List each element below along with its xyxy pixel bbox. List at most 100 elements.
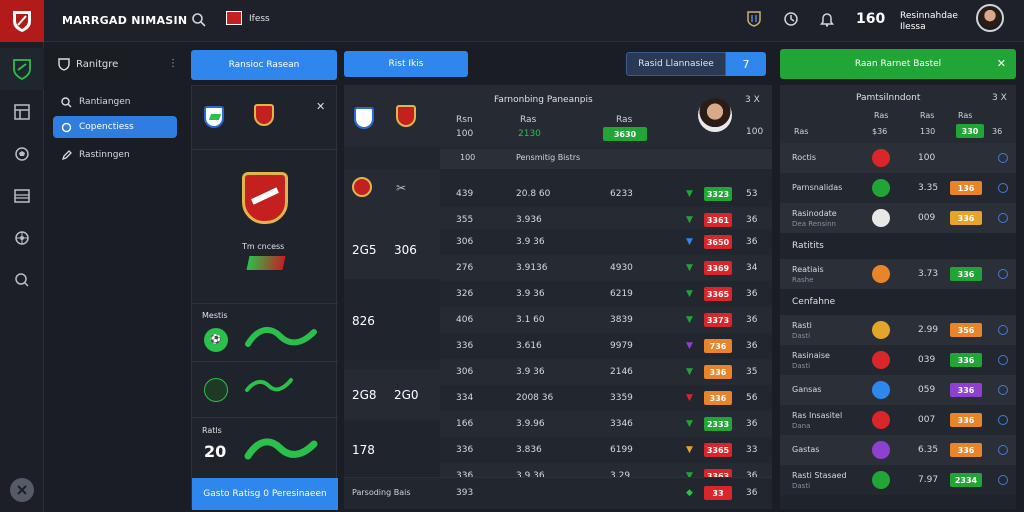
ball-icon[interactable] xyxy=(12,144,32,164)
odds-row[interactable]: Parnsnalidas 3.35 136 xyxy=(780,173,1016,203)
info-icon[interactable] xyxy=(998,445,1008,455)
primary-button[interactable]: Ransioc Rasean xyxy=(191,50,337,80)
odds-badge[interactable]: 336 xyxy=(950,443,982,457)
bell-icon[interactable] xyxy=(818,10,836,28)
info-icon[interactable] xyxy=(998,385,1008,395)
odds-row[interactable]: Gansas 059 336 xyxy=(780,375,1016,405)
group-cell[interactable]: ✂ 2G5 306 xyxy=(344,169,440,279)
odds-badge[interactable]: 336 xyxy=(950,413,982,427)
team-crest-icon[interactable] xyxy=(254,104,274,126)
odds-badge[interactable]: 3650 xyxy=(704,235,732,249)
badge-icon[interactable] xyxy=(745,10,763,28)
table-row[interactable]: 276 3.9136 4930 ▼ 3369 34 xyxy=(440,255,772,281)
odds-row[interactable]: Roctis 100 xyxy=(780,143,1016,173)
table-row[interactable]: 406 3.1 60 3839 ▼ 3373 36 xyxy=(440,307,772,333)
user-circle-icon[interactable] xyxy=(10,478,34,502)
table-row[interactable]: 336 3.836 6199 ▼ 3365 33 xyxy=(440,437,772,463)
ball-icon[interactable]: ⚽ xyxy=(204,328,228,352)
odds-row[interactable]: Reatiais Rashe 3.73 336 xyxy=(780,259,1016,289)
odds-row[interactable]: Rasti Dasti 2.99 356 xyxy=(780,315,1016,345)
odds-badge[interactable]: 3369 xyxy=(704,261,732,275)
odds-row[interactable]: Gastas 6.35 336 xyxy=(780,435,1016,465)
row-col3: 6199 xyxy=(610,445,633,455)
list-button[interactable]: Rist Ikis xyxy=(344,51,468,77)
odds-badge[interactable]: 3365 xyxy=(704,443,732,457)
filter-count-button[interactable]: 7 xyxy=(726,52,766,76)
flag-icon[interactable] xyxy=(226,11,242,25)
odds-badge[interactable]: 2333 xyxy=(704,417,732,431)
team-crest-icon[interactable] xyxy=(204,106,224,128)
odds-badge[interactable]: 336 xyxy=(950,383,982,397)
head-val-3[interactable]: 3630 xyxy=(603,127,647,141)
close-icon[interactable]: ✕ xyxy=(996,57,1006,70)
odds-badge[interactable]: 2334 xyxy=(950,473,982,487)
odds-row-sub: Dasti xyxy=(792,332,811,340)
odds-badge[interactable]: 3373 xyxy=(704,313,732,327)
grid-icon[interactable] xyxy=(12,186,32,206)
nav-item-rastinngen[interactable]: Rastinngen xyxy=(53,144,177,166)
filter-search-input[interactable]: Rasid Llannasiee xyxy=(626,52,726,76)
odds-row[interactable]: Rasti Stasaed Dasti 7.97 2334 xyxy=(780,465,1016,495)
table-row[interactable]: 306 3.9 36 ▼ 3650 36 xyxy=(440,229,772,255)
shield-icon[interactable] xyxy=(0,48,44,90)
odds-row-name: Gastas xyxy=(792,445,820,454)
row-col5: 36 xyxy=(746,471,758,481)
table-row[interactable]: 355 3.936 ▼ 3361 36 xyxy=(440,207,772,233)
odds-head2-3[interactable]: 330 xyxy=(956,124,984,138)
table-row[interactable]: 336 3.616 9979 ▼ 736 36 xyxy=(440,333,772,359)
odds-badge[interactable]: 336 xyxy=(704,365,732,379)
clock-icon[interactable] xyxy=(782,10,800,28)
info-icon[interactable] xyxy=(998,475,1008,485)
info-icon[interactable] xyxy=(998,213,1008,223)
team-crest-icon[interactable] xyxy=(396,105,416,127)
close-icon[interactable]: 3 X xyxy=(745,95,760,105)
player-avatar[interactable] xyxy=(698,98,732,132)
footer-badge[interactable]: 33 xyxy=(704,486,732,500)
team-crest-icon[interactable] xyxy=(354,107,374,129)
info-icon[interactable] xyxy=(998,355,1008,365)
table-row[interactable]: 306 3.9 36 2146 ▼ 336 35 xyxy=(440,359,772,385)
group-cell[interactable]: 178 xyxy=(344,421,440,477)
green-action-button[interactable]: Raan Rarnet Bastel ✕ xyxy=(780,49,1016,79)
info-icon[interactable] xyxy=(998,325,1008,335)
info-icon[interactable] xyxy=(998,153,1008,163)
odds-badge[interactable]: 736 xyxy=(704,339,732,353)
odds-badge[interactable]: 356 xyxy=(950,323,982,337)
recs-section-2: Ratls 20 xyxy=(192,418,338,480)
info-icon[interactable] xyxy=(998,269,1008,279)
search-icon[interactable] xyxy=(191,12,207,28)
app-logo[interactable] xyxy=(0,0,44,42)
table-row[interactable]: 439 20.8 60 6233 ▼ 3323 53 xyxy=(440,181,772,207)
more-icon[interactable]: ⋮ xyxy=(168,58,178,69)
ball-outline-icon[interactable] xyxy=(204,378,228,402)
odds-badge[interactable]: 336 xyxy=(950,267,982,281)
magnifier-icon[interactable] xyxy=(12,270,32,290)
odds-badge[interactable]: 336 xyxy=(704,391,732,405)
table-row[interactable]: 326 3.9 36 6219 ▼ 3365 36 xyxy=(440,281,772,307)
info-icon[interactable] xyxy=(998,415,1008,425)
soccer-icon[interactable] xyxy=(12,228,32,248)
odds-row[interactable]: Rasinodate Dea Rensinn 009 336 xyxy=(780,203,1016,233)
info-icon[interactable] xyxy=(998,183,1008,193)
group-cell[interactable]: 2G8 2G0 xyxy=(344,369,440,419)
table-row[interactable]: 334 2008 36 3359 ▼ 336 56 xyxy=(440,385,772,411)
bottom-action-button[interactable]: Gasto Ratisg 0 Peresinaeen xyxy=(192,478,338,510)
odds-badge[interactable]: 136 xyxy=(950,181,982,195)
nav-item-copenctiess[interactable]: Copenctiess xyxy=(53,116,177,138)
close-icon[interactable]: ✕ xyxy=(316,100,326,113)
match-table-header: Farnonbing Paneanpis Rsn Ras Ras 100 213… xyxy=(344,85,772,147)
odds-badge[interactable]: 336 xyxy=(950,353,982,367)
odds-row[interactable]: Ras Insasitel Dana 007 336 xyxy=(780,405,1016,435)
layout-icon[interactable] xyxy=(12,102,32,122)
row-col5: 36 xyxy=(746,315,758,325)
odds-badge[interactable]: 3323 xyxy=(704,187,732,201)
odds-badge[interactable]: 3365 xyxy=(704,287,732,301)
table-row[interactable]: 166 3.9.96 3346 ▼ 2333 36 xyxy=(440,411,772,437)
odds-badge[interactable]: 336 xyxy=(950,211,982,225)
close-icon[interactable]: 3 X xyxy=(992,93,1007,103)
nav-item-rantiangen[interactable]: Rantiangen xyxy=(53,91,177,113)
avatar[interactable] xyxy=(976,4,1004,32)
group-cell[interactable]: 826 xyxy=(344,279,440,361)
odds-row[interactable]: Rasinaise Dasti 039 336 xyxy=(780,345,1016,375)
odds-badge[interactable]: 3361 xyxy=(704,213,732,227)
